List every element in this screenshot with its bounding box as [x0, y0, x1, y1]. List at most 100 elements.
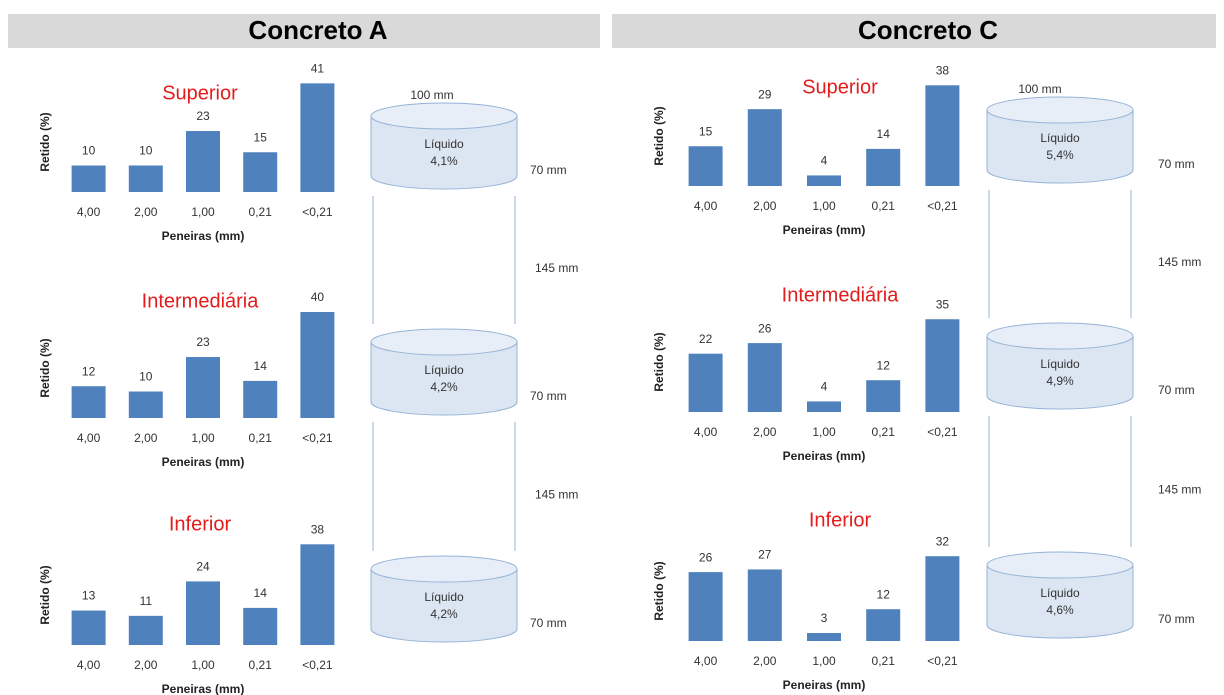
spacing-label: 145 mm [1158, 255, 1201, 269]
x-tick-label: 1,00 [812, 654, 836, 668]
data-label: 32 [936, 534, 950, 548]
x-tick-label: 0,21 [249, 431, 273, 445]
x-tick-label: 4,00 [77, 431, 101, 445]
sample-height: 70 mm [530, 616, 567, 630]
bar [925, 319, 959, 412]
data-label: 27 [758, 548, 772, 562]
x-axis-label: Peneiras (mm) [162, 682, 245, 695]
bar [129, 166, 163, 193]
bar [72, 386, 106, 418]
x-tick-label: 1,00 [191, 205, 215, 219]
data-label: 10 [82, 144, 96, 158]
data-label: 12 [877, 587, 891, 601]
y-axis-label: Retido (%) [38, 112, 52, 171]
sample-value: 4,1% [430, 154, 458, 168]
bar [300, 83, 334, 192]
data-label: 12 [877, 358, 891, 372]
y-axis-label: Retido (%) [38, 338, 52, 397]
panel-title: Concreto A [248, 15, 387, 45]
bar [925, 85, 959, 186]
data-label: 40 [311, 290, 325, 304]
bar [300, 544, 334, 645]
x-tick-label: <0,21 [302, 658, 333, 672]
cylinder-top [371, 103, 517, 129]
data-label: 23 [196, 335, 210, 349]
figure: Concreto A Concreto C Superior 10 4,00 10 2,… [0, 0, 1224, 695]
sample-label: Líquido [1040, 586, 1080, 600]
panel-title: Concreto C [858, 15, 998, 45]
cylinder-top [987, 552, 1133, 578]
data-label: 38 [936, 63, 950, 77]
data-label: 13 [82, 589, 96, 603]
bar [243, 381, 277, 418]
bar [925, 556, 959, 641]
chart-title: Superior [802, 76, 878, 98]
data-label: 10 [139, 144, 153, 158]
bar [807, 633, 841, 641]
sample-value: 5,4% [1046, 148, 1074, 162]
bar [72, 611, 106, 645]
sample-label: Líquido [424, 137, 464, 151]
cylinder-top [987, 97, 1133, 123]
spacing-label: 145 mm [535, 488, 578, 502]
x-tick-label: 4,00 [694, 425, 718, 439]
x-tick-label: 1,00 [191, 431, 215, 445]
bar [129, 392, 163, 419]
x-tick-label: 2,00 [134, 658, 158, 672]
bar [866, 149, 900, 186]
x-tick-label: 2,00 [753, 199, 777, 213]
data-label: 14 [254, 586, 268, 600]
x-axis-label: Peneiras (mm) [783, 223, 866, 237]
data-label: 4 [821, 380, 828, 394]
data-label: 14 [254, 359, 268, 373]
y-axis-label: Retido (%) [652, 561, 666, 620]
sample-label: Líquido [1040, 131, 1080, 145]
chart-title: Intermediária [142, 290, 260, 312]
x-tick-label: 0,21 [872, 654, 896, 668]
x-tick-label: 2,00 [753, 425, 777, 439]
bar [748, 569, 782, 641]
bar [186, 581, 220, 645]
chart-title: Intermediária [782, 284, 900, 306]
x-tick-label: 1,00 [812, 199, 836, 213]
data-label: 11 [140, 594, 153, 608]
bar [243, 152, 277, 192]
x-tick-label: <0,21 [302, 431, 333, 445]
sample-value: 4,2% [430, 380, 458, 394]
data-label: 29 [758, 87, 772, 101]
sample-value: 4,6% [1046, 603, 1074, 617]
bar [748, 109, 782, 186]
sample-height: 70 mm [530, 389, 567, 403]
cylinder-top [371, 329, 517, 355]
x-tick-label: <0,21 [927, 654, 958, 668]
x-tick-label: 2,00 [134, 205, 158, 219]
bar [129, 616, 163, 645]
bar [186, 131, 220, 192]
y-axis-label: Retido (%) [652, 332, 666, 391]
cylinder-top [371, 556, 517, 582]
x-axis-label: Peneiras (mm) [783, 449, 866, 463]
diameter-label: 100 mm [410, 88, 453, 102]
chart-title: Inferior [809, 509, 872, 531]
x-tick-label: <0,21 [302, 205, 333, 219]
x-tick-label: 0,21 [249, 205, 273, 219]
x-tick-label: 0,21 [872, 425, 896, 439]
data-label: 10 [139, 370, 153, 384]
data-label: 15 [699, 124, 713, 138]
spacing-label: 145 mm [1158, 483, 1201, 497]
cylinder-top [987, 323, 1133, 349]
bar [748, 343, 782, 412]
x-tick-label: 4,00 [694, 654, 718, 668]
bar [689, 572, 723, 641]
x-tick-label: 2,00 [753, 654, 777, 668]
bar [689, 146, 723, 186]
x-tick-label: 4,00 [77, 205, 101, 219]
x-axis-label: Peneiras (mm) [783, 678, 866, 692]
bar [807, 401, 841, 412]
sample-height: 70 mm [1158, 383, 1195, 397]
sample-label: Líquido [1040, 357, 1080, 371]
sample-height: 70 mm [530, 163, 567, 177]
data-label: 15 [254, 130, 268, 144]
x-tick-label: 4,00 [77, 658, 101, 672]
bar [807, 175, 841, 186]
